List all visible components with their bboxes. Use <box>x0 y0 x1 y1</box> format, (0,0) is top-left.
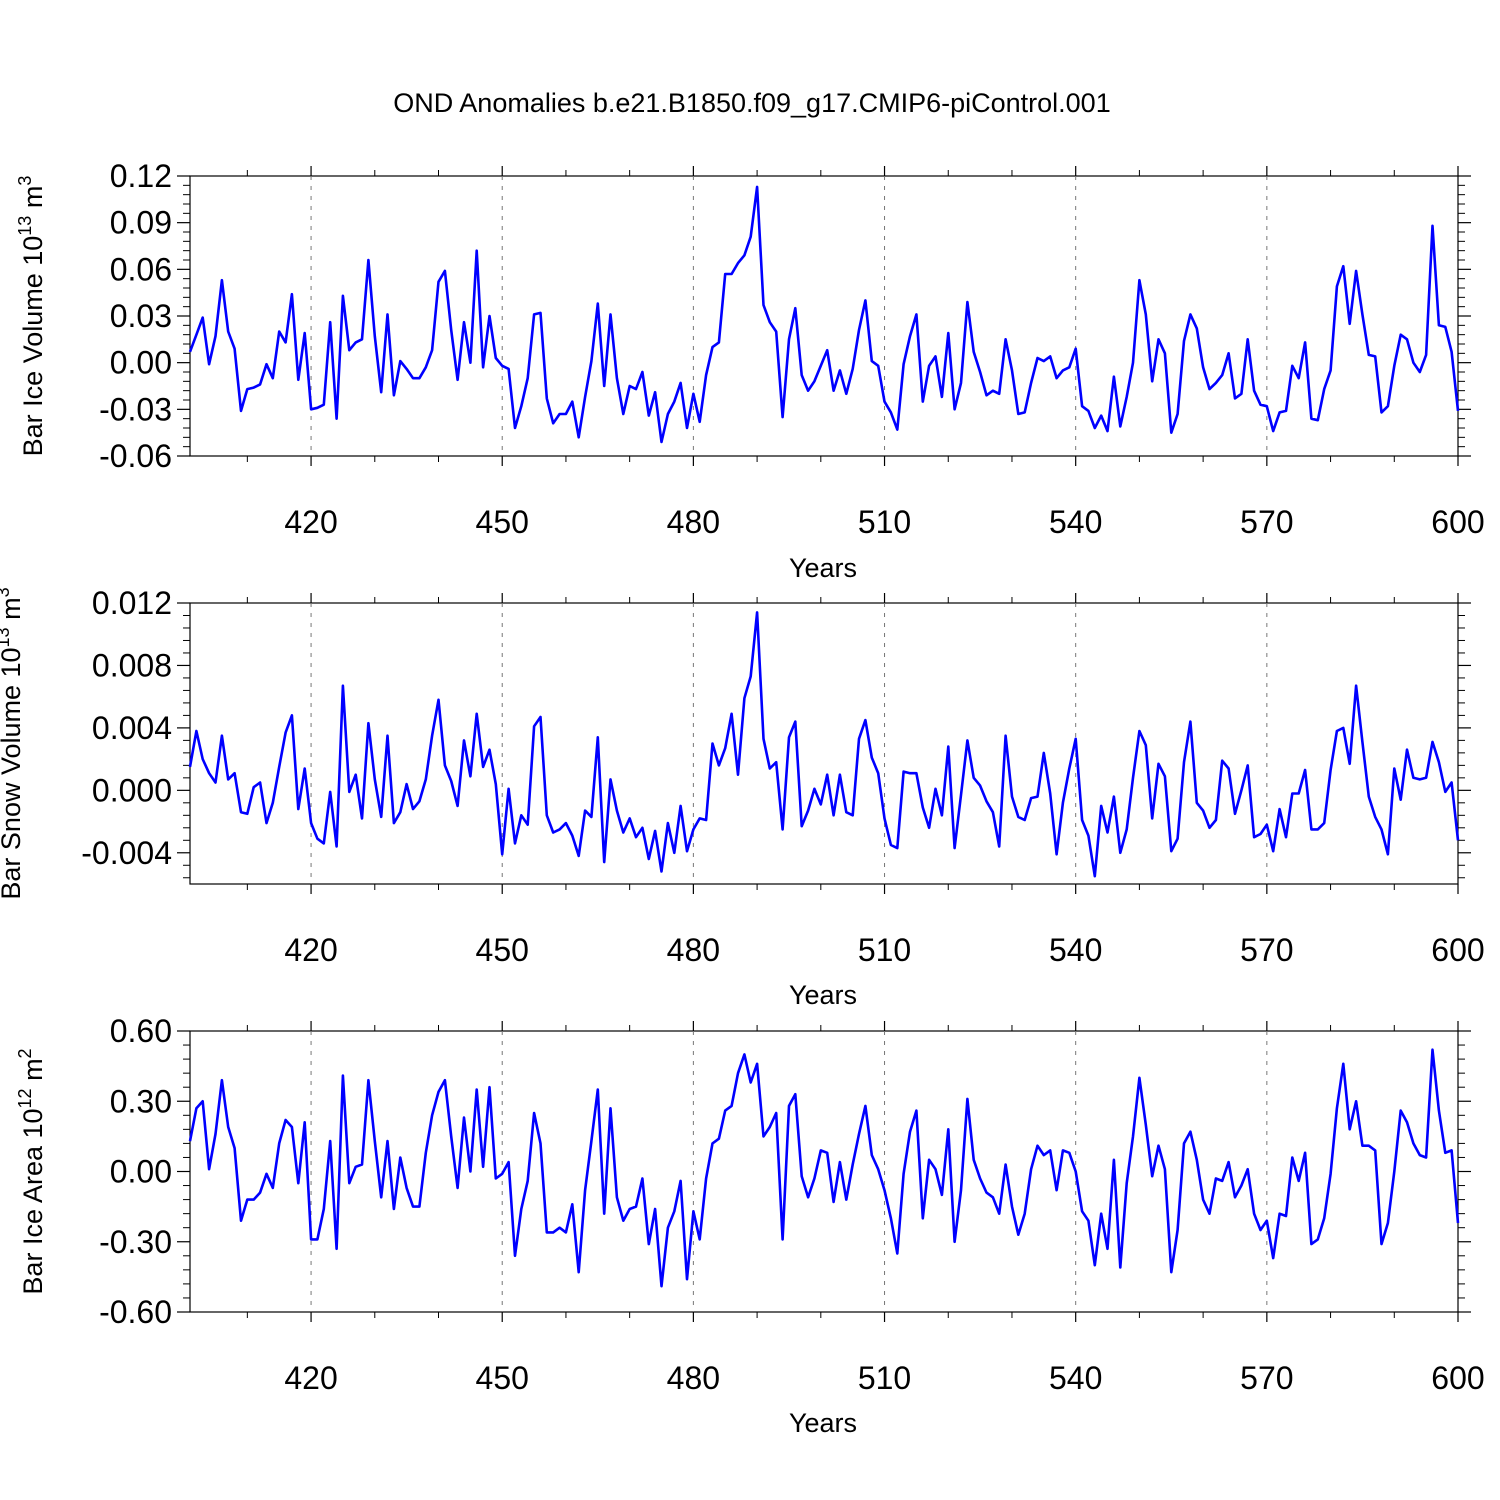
y-tick-label: -0.06 <box>99 438 172 474</box>
x-tick-label: 420 <box>284 504 337 540</box>
y-tick-label: 0.00 <box>110 1154 172 1190</box>
x-tick-label: 450 <box>476 1360 529 1396</box>
x-tick-label: 570 <box>1240 932 1293 968</box>
y-tick-label: 0.12 <box>110 158 172 194</box>
series-line <box>188 1048 1460 1288</box>
y-tick-label: -0.60 <box>99 1294 172 1330</box>
y-tick-label: 0.000 <box>92 772 172 808</box>
plot-frame <box>189 602 1459 885</box>
y-tick-label: 0.60 <box>110 1013 172 1049</box>
y-tick-label: -0.03 <box>99 391 172 427</box>
y-axis-label: Bar Snow Volume 1013 m3 <box>0 587 26 899</box>
x-axis-label: Years <box>789 553 857 583</box>
x-tick-label: 510 <box>858 504 911 540</box>
y-tick-label: 0.00 <box>110 345 172 381</box>
x-tick-label: 420 <box>284 1360 337 1396</box>
x-tick-label: 480 <box>667 1360 720 1396</box>
y-tick-label: 0.09 <box>110 205 172 241</box>
x-tick-label: 540 <box>1049 932 1102 968</box>
series-line <box>188 185 1460 444</box>
x-tick-label: 570 <box>1240 504 1293 540</box>
y-tick-label: -0.004 <box>81 835 172 871</box>
chart-title: OND Anomalies b.e21.B1850.f09_g17.CMIP6-… <box>393 88 1110 118</box>
y-tick-label: -0.30 <box>99 1224 172 1260</box>
y-axis-label: Bar Ice Volume 1013 m3 <box>15 176 48 457</box>
x-tick-label: 480 <box>667 932 720 968</box>
x-axis-label: Years <box>789 980 857 1010</box>
x-tick-label: 510 <box>858 1360 911 1396</box>
y-tick-label: 0.008 <box>92 647 172 683</box>
x-tick-label: 600 <box>1431 504 1484 540</box>
series-line <box>188 611 1460 878</box>
x-tick-label: 480 <box>667 504 720 540</box>
y-tick-label: 0.06 <box>110 251 172 287</box>
x-tick-label: 540 <box>1049 1360 1102 1396</box>
x-tick-label: 420 <box>284 932 337 968</box>
x-tick-label: 510 <box>858 932 911 968</box>
plot-frame <box>189 1030 1459 1313</box>
x-tick-label: 450 <box>476 932 529 968</box>
x-tick-label: 570 <box>1240 1360 1293 1396</box>
y-axis-label: Bar Ice Area 1012 m2 <box>15 1048 48 1294</box>
x-tick-label: 600 <box>1431 932 1484 968</box>
panel-ice-volume: 420 450 480 510 540 570 600 -0.06 -0.03 0.00 0.03 0… <box>15 158 1485 583</box>
panel-snow-volume: 420 450 480 510 540 570 600 -0.004 0.000 0.004 0.0… <box>0 585 1485 1010</box>
x-axis-label: Years <box>789 1408 857 1438</box>
x-tick-label: 540 <box>1049 504 1102 540</box>
y-tick-label: 0.012 <box>92 585 172 621</box>
x-tick-label: 600 <box>1431 1360 1484 1396</box>
panel-ice-area: 420 450 480 510 540 570 600 -0.60 -0.30 0.00 0.30 0… <box>15 1013 1485 1438</box>
y-tick-label: 0.03 <box>110 298 172 334</box>
y-tick-label: 0.30 <box>110 1083 172 1119</box>
x-tick-label: 450 <box>476 504 529 540</box>
y-tick-label: 0.004 <box>92 710 172 746</box>
